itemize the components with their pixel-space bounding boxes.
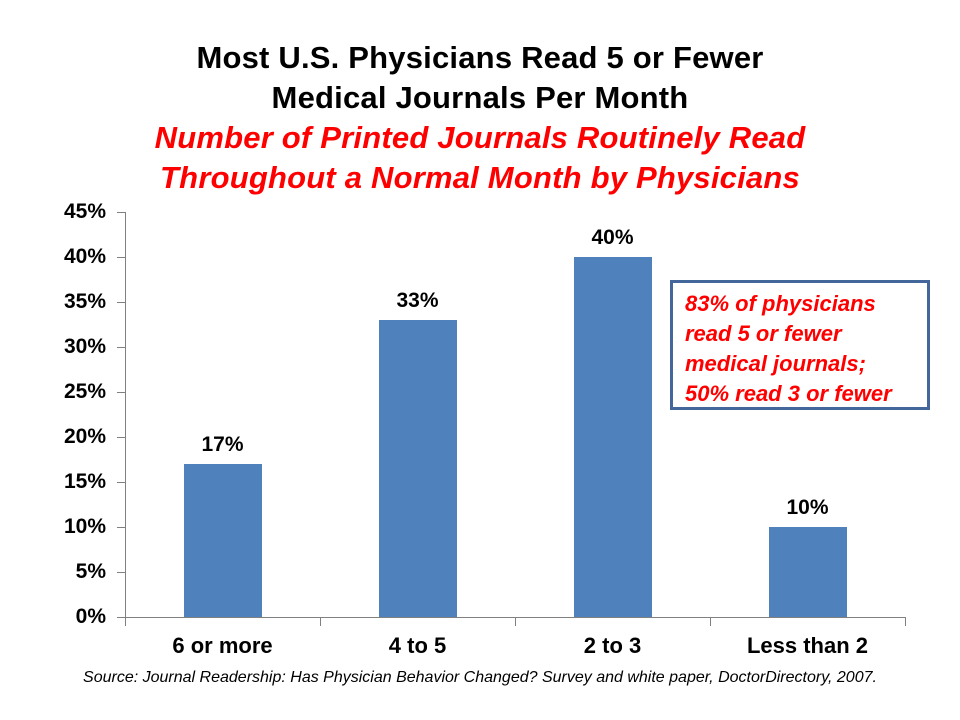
y-tick-label: 40% — [63, 245, 106, 268]
x-axis-line — [125, 617, 906, 618]
chart-title-block: Most U.S. Physicians Read 5 or Fewer Med… — [0, 38, 960, 198]
y-tick-mark — [117, 527, 125, 528]
y-tick-label: 20% — [63, 425, 106, 448]
x-category-label: 4 to 5 — [388, 633, 447, 658]
y-tick-mark — [117, 482, 125, 483]
title-line-1: Most U.S. Physicians Read 5 or Fewer — [196, 40, 764, 75]
x-category-label: 2 to 3 — [583, 633, 642, 658]
x-tick-mark — [905, 618, 906, 626]
source-citation: Source: Journal Readership: Has Physicia… — [83, 669, 877, 686]
bar-value-label: 40% — [591, 226, 634, 249]
y-tick-mark — [117, 347, 125, 348]
x-category-label: Less than 2 — [746, 633, 869, 658]
y-tick-mark — [117, 437, 125, 438]
x-category-label: 6 or more — [172, 633, 273, 658]
plot-area: 17% 33% 40% 10% — [125, 212, 905, 617]
y-axis-labels: 45% 40% 35% 30% 25% 20% 15% 10% 5% 0% — [0, 200, 106, 628]
bar-value-label: 10% — [786, 496, 829, 519]
annotation-box: 83% of physicians read 5 or fewer medica… — [670, 280, 930, 410]
annotation-line-1: 83% of physicians — [685, 291, 876, 316]
subtitle-line-2: Throughout a Normal Month by Physicians — [160, 160, 800, 195]
bar-2-to-3 — [573, 257, 652, 617]
annotation-line-4: 50% read 3 or fewer — [685, 381, 892, 406]
y-tick-mark — [117, 212, 125, 213]
bar-6-or-more — [183, 464, 262, 617]
y-tick-label: 15% — [63, 470, 106, 493]
subtitle-line-1: Number of Printed Journals Routinely Rea… — [154, 120, 806, 155]
y-tick-mark — [117, 257, 125, 258]
y-tick-mark — [117, 392, 125, 393]
y-tick-label: 5% — [75, 560, 106, 583]
y-tick-label: 0% — [75, 605, 106, 628]
y-tick-label: 30% — [63, 335, 106, 358]
bar-4-to-5 — [378, 320, 457, 617]
y-tick-mark — [117, 572, 125, 573]
x-tick-mark — [710, 618, 711, 626]
y-tick-mark — [117, 302, 125, 303]
bar-less-than-2 — [768, 527, 847, 617]
x-tick-mark — [125, 618, 126, 626]
y-tick-label: 35% — [63, 290, 106, 313]
y-tick-label: 10% — [63, 515, 106, 538]
title-line-2: Medical Journals Per Month — [271, 80, 689, 115]
y-tick-label: 25% — [63, 380, 106, 403]
y-tick-label: 45% — [63, 200, 106, 223]
bar-value-label: 17% — [201, 433, 244, 456]
bar-value-label: 33% — [396, 289, 439, 312]
y-axis-line — [125, 212, 126, 618]
annotation-line-3: medical journals; — [685, 351, 866, 376]
x-tick-mark — [320, 618, 321, 626]
x-tick-mark — [515, 618, 516, 626]
y-tick-mark — [117, 617, 125, 618]
annotation-line-2: read 5 or fewer — [685, 321, 842, 346]
